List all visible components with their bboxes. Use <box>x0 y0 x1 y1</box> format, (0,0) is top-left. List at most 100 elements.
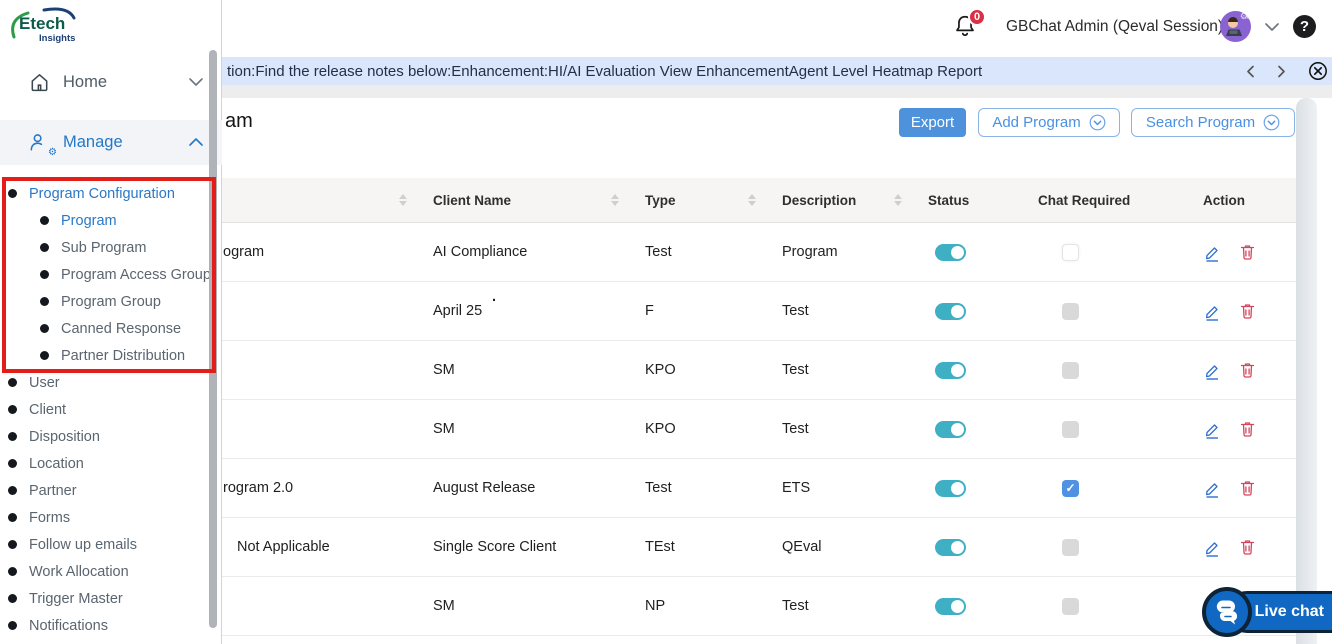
edit-icon[interactable] <box>1203 361 1221 380</box>
header-label: Chat Required <box>1038 192 1131 208</box>
sidebar-item-partner-distribution[interactable]: Partner Distribution <box>0 342 210 369</box>
delete-icon[interactable] <box>1239 538 1256 556</box>
sidebar-item-label: Work Allocation <box>29 563 129 580</box>
gear-icon: ⚙ <box>48 147 57 158</box>
table-row: rogram 2.0 August Release Test ETS <box>222 459 1296 518</box>
sidebar-menu: Program Configuration Program Sub Progra… <box>0 180 211 639</box>
chat-required-checkbox[interactable] <box>1062 479 1079 497</box>
delete-icon[interactable] <box>1239 243 1256 261</box>
banner-next-icon[interactable] <box>1274 64 1288 79</box>
announcement-text: tion:Find the release notes below:Enhanc… <box>227 63 983 80</box>
header-action: Action <box>1203 193 1296 208</box>
live-chat-button[interactable]: Live chat <box>1202 586 1332 638</box>
status-toggle[interactable] <box>935 243 966 261</box>
chat-required-checkbox[interactable] <box>1062 361 1079 379</box>
sidebar-item-work-allocation[interactable]: Work Allocation <box>0 558 210 585</box>
chat-required-checkbox[interactable] <box>1062 302 1079 320</box>
status-toggle[interactable] <box>935 479 966 497</box>
sidebar: Etech Insights Home ⚙ Manage Program Con… <box>0 0 222 644</box>
content-scrollbar[interactable] <box>1296 98 1317 644</box>
cell-program-name: rogram 2.0 <box>223 480 294 496</box>
header-label: Description <box>782 192 857 208</box>
bullet-icon <box>8 459 17 468</box>
sidebar-item-label: Partner Distribution <box>61 347 186 364</box>
sidebar-item-program-configuration[interactable]: Program Configuration <box>0 180 210 207</box>
cell-program-name: ogram <box>223 244 265 260</box>
header-client-name: Client Name <box>433 193 645 208</box>
status-toggle[interactable] <box>935 597 966 615</box>
table-row: SM KPO Test <box>222 341 1296 400</box>
sidebar-item-disposition[interactable]: Disposition <box>0 423 210 450</box>
header-program-name <box>222 194 433 206</box>
sort-icon[interactable] <box>748 194 756 206</box>
delete-icon[interactable] <box>1239 302 1256 320</box>
delete-icon[interactable] <box>1239 361 1256 379</box>
status-toggle[interactable] <box>935 302 966 320</box>
cell-client-name: AI Compliance <box>433 244 528 260</box>
cell-description: QEval <box>782 539 822 555</box>
banner-close-icon[interactable] <box>1308 61 1328 81</box>
table-row: SM KPO Test <box>222 400 1296 459</box>
delete-icon[interactable] <box>1239 420 1256 438</box>
sidebar-item-notifications[interactable]: Notifications <box>0 612 210 639</box>
chevron-down-icon[interactable] <box>1262 20 1282 34</box>
cell-program-name: Not Applicable <box>237 539 330 555</box>
sidebar-item-canned-response[interactable]: Canned Response <box>0 315 210 342</box>
sidebar-item-program-access-group[interactable]: Program Access Group <box>0 261 211 288</box>
edit-icon[interactable] <box>1203 538 1221 557</box>
sort-icon[interactable] <box>399 194 407 206</box>
bullet-icon <box>40 270 49 279</box>
sidebar-item-client[interactable]: Client <box>0 396 210 423</box>
sidebar-item-label: Program Configuration <box>29 185 175 202</box>
live-chat-label: Live chat <box>1254 603 1324 620</box>
topbar: 0 GBChat Admin (Qeval Session) ⚙⚙ ? <box>0 0 1332 57</box>
sidebar-item-label: Trigger Master <box>29 590 123 607</box>
sidebar-item-location[interactable]: Location <box>0 450 210 477</box>
search-program-button[interactable]: Search Program <box>1131 108 1295 137</box>
sidebar-item-follow-up-emails[interactable]: Follow up emails <box>0 531 210 558</box>
chat-required-checkbox[interactable] <box>1062 243 1079 261</box>
cell-type: TEst <box>645 539 675 555</box>
sidebar-item-forms[interactable]: Forms <box>0 504 210 531</box>
delete-icon[interactable] <box>1239 479 1256 497</box>
bullet-icon <box>8 432 17 441</box>
sidebar-scrollbar[interactable] <box>209 50 217 628</box>
sidebar-item-label: Follow up emails <box>29 536 137 553</box>
sidebar-item-program-group[interactable]: Program Group <box>0 288 210 315</box>
table-header: Client Name Type Description Status Chat… <box>222 178 1296 223</box>
cell-client-name: August Release <box>433 480 536 496</box>
chat-required-checkbox[interactable] <box>1062 538 1079 556</box>
edit-icon[interactable] <box>1203 243 1221 262</box>
sidebar-item-user[interactable]: User <box>0 369 210 396</box>
status-toggle[interactable] <box>935 538 966 556</box>
edit-icon[interactable] <box>1203 420 1221 439</box>
sidebar-item-sub-program[interactable]: Sub Program <box>0 234 210 261</box>
page-title: am <box>225 110 253 132</box>
help-icon[interactable]: ? <box>1293 15 1316 38</box>
sidebar-item-home[interactable]: Home <box>0 60 222 105</box>
sidebar-item-partner[interactable]: Partner <box>0 477 210 504</box>
chat-required-checkbox[interactable] <box>1062 597 1079 615</box>
edit-icon[interactable] <box>1203 479 1221 498</box>
notifications-button[interactable]: 0 <box>952 8 986 44</box>
sort-icon[interactable] <box>894 194 902 206</box>
announcement-banner: tion:Find the release notes below:Enhanc… <box>222 57 1332 85</box>
avatar[interactable]: ⚙⚙ <box>1220 11 1251 42</box>
banner-prev-icon[interactable] <box>1244 64 1258 79</box>
edit-icon[interactable] <box>1203 302 1221 321</box>
home-icon <box>28 71 51 94</box>
status-toggle[interactable] <box>935 420 966 438</box>
sidebar-item-program[interactable]: Program <box>0 207 210 234</box>
chat-required-checkbox[interactable] <box>1062 420 1079 438</box>
sidebar-item-trigger-master[interactable]: Trigger Master <box>0 585 210 612</box>
bullet-icon <box>8 594 17 603</box>
sort-icon[interactable] <box>611 194 619 206</box>
status-toggle[interactable] <box>935 361 966 379</box>
add-program-button[interactable]: Add Program <box>978 108 1120 137</box>
sidebar-item-manage[interactable]: ⚙ Manage <box>0 120 222 165</box>
export-button[interactable]: Export <box>899 108 966 137</box>
sidebar-item-label: Home <box>63 73 108 91</box>
cell-type: F <box>645 303 654 319</box>
header-description: Description <box>782 193 928 208</box>
bullet-icon <box>8 378 17 387</box>
